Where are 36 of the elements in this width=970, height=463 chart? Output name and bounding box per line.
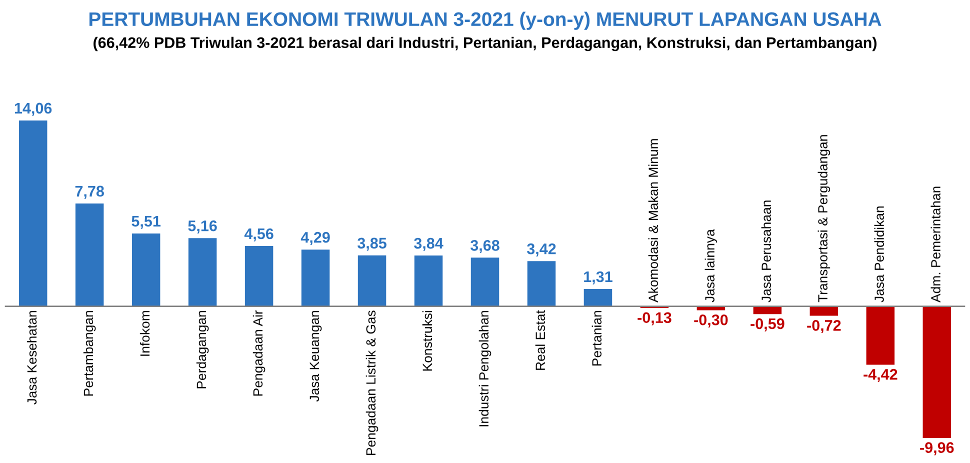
data-label: 3,68 [470,240,500,254]
x-tick-label: Industri Pengolahan [478,310,492,426]
data-label: 4,29 [300,232,330,245]
x-tick-label: Adm. Pemerintahan [930,186,940,302]
x-tick-label: Jasa Pendidikan [874,206,884,302]
data-label: 5,51 [132,216,161,229]
data-label: 3,42 [526,243,556,256]
x-tick-label: Jasa lainnya [704,229,718,302]
x-tick-label: Pengadaan Listrik & Gas [366,310,378,455]
x-tick-label: Pertanian [592,310,602,366]
chart-subtitle: (66,42% PDB Triwulan 3-2021 berasal dari Industri, Pertanian, Perdagangan, Konstruksi, dan Pertambangan) [94,36,877,52]
x-tick-label: Akomodasi & Makan Minum [648,139,658,302]
data-label: 1,31 [584,271,612,284]
data-label: 4,56 [244,228,274,242]
x-tick-label: Jasa Kesehatan [26,310,37,405]
data-label: -0,59 [750,318,784,332]
data-label: 5,16 [188,220,217,234]
data-label: -4,42 [864,368,898,382]
x-tick-label: Konstruksi [422,310,432,371]
data-label: -9,96 [920,442,954,456]
x-tick-label: Pertambangan [83,310,96,396]
data-label: -0,13 [638,312,672,326]
data-label: 14,06 [14,102,52,116]
data-label: 3,84 [414,238,444,251]
x-tick-label: Perdagangan [196,310,209,388]
x-tick-label: Real Estat [535,310,546,370]
chart-title: PERTUMBUHAN EKONOMI TRIWULAN 3-2021 (y-on-y) MENURUT LAPANGAN USAHA [89,12,882,30]
data-label: 3,85 [358,238,386,251]
data-label: -0,30 [694,314,728,328]
x-tick-label: Transportasi & Pergudangan [818,135,830,302]
x-tick-label: Pengadaan Air [252,310,266,396]
x-tick-label: Infokom [140,310,150,356]
data-label: 7,78 [75,186,104,199]
data-label: -0,72 [807,320,841,334]
x-tick-label: Jasa Keuangan [310,310,322,402]
x-tick-label: Jasa Perusahaan [761,200,771,302]
